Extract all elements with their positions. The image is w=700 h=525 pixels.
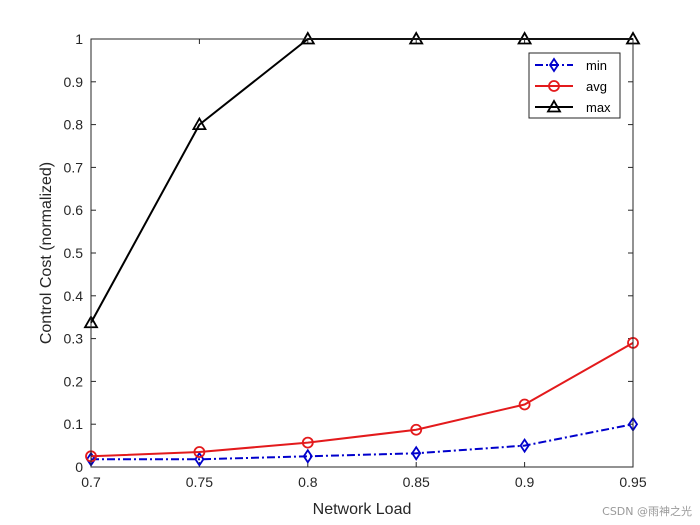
data-point-max bbox=[300, 31, 316, 45]
data-point-avg bbox=[410, 423, 423, 436]
data-point-max bbox=[408, 31, 424, 45]
y-tick-label: 0.1 bbox=[64, 416, 84, 432]
x-tick-label: 0.9 bbox=[515, 474, 535, 490]
legend-marker-avg bbox=[548, 80, 560, 92]
y-tick-label: 0.6 bbox=[64, 202, 84, 218]
x-tick-label: 0.95 bbox=[619, 474, 646, 490]
x-tick-label: 0.75 bbox=[186, 474, 213, 490]
watermark: CSDN @雨神之光 bbox=[602, 505, 692, 518]
x-tick-label: 0.8 bbox=[298, 474, 318, 490]
data-point-avg bbox=[301, 436, 314, 449]
tick-labels: 0.7 0.75 0.8 0.85 0.9 0.95 0 0.1 0.2 0.3 0.4 0.5 0.6… bbox=[64, 31, 647, 490]
y-tick-label: 0.7 bbox=[64, 159, 84, 175]
data-point-max bbox=[191, 116, 207, 130]
y-tick-label: 0.8 bbox=[64, 117, 84, 133]
plot-area-border bbox=[90, 38, 634, 468]
legend-label-min: min bbox=[586, 58, 607, 73]
y-tick-label: 0 bbox=[75, 459, 83, 475]
data-point-min bbox=[519, 437, 530, 454]
x-tick-label: 0.85 bbox=[403, 474, 430, 490]
x-axis-title: Network Load bbox=[313, 501, 412, 518]
legend-entry-max: max bbox=[535, 99, 611, 115]
series-line-avg bbox=[90, 342, 634, 458]
data-point-avg bbox=[518, 398, 531, 411]
y-axis-title: Control Cost (normalized) bbox=[38, 162, 55, 344]
legend-entry-min: min bbox=[535, 57, 607, 73]
data-point-min bbox=[194, 451, 205, 467]
series-avg bbox=[85, 336, 639, 463]
legend-entry-avg: avg bbox=[535, 79, 607, 94]
data-point-min bbox=[302, 448, 313, 464]
data-point-max bbox=[517, 31, 533, 45]
legend-marker-max bbox=[546, 99, 562, 113]
legend-label-max: max bbox=[586, 100, 611, 115]
series-line-min bbox=[91, 423, 634, 461]
y-tick-label: 0.3 bbox=[64, 331, 84, 347]
legend: min avg max bbox=[528, 52, 621, 119]
x-tick-label: 0.7 bbox=[81, 474, 101, 490]
y-tick-label: 0.5 bbox=[64, 245, 84, 261]
legend-label-avg: avg bbox=[586, 79, 607, 94]
data-point-min bbox=[411, 445, 422, 461]
y-tick-label: 0.2 bbox=[64, 373, 84, 389]
data-point-avg bbox=[193, 446, 206, 458]
y-tick-label: 0.4 bbox=[64, 288, 84, 304]
legend-marker-min bbox=[548, 57, 560, 73]
y-tick-label: 0.9 bbox=[64, 74, 84, 90]
y-tick-label: 1 bbox=[75, 31, 83, 47]
